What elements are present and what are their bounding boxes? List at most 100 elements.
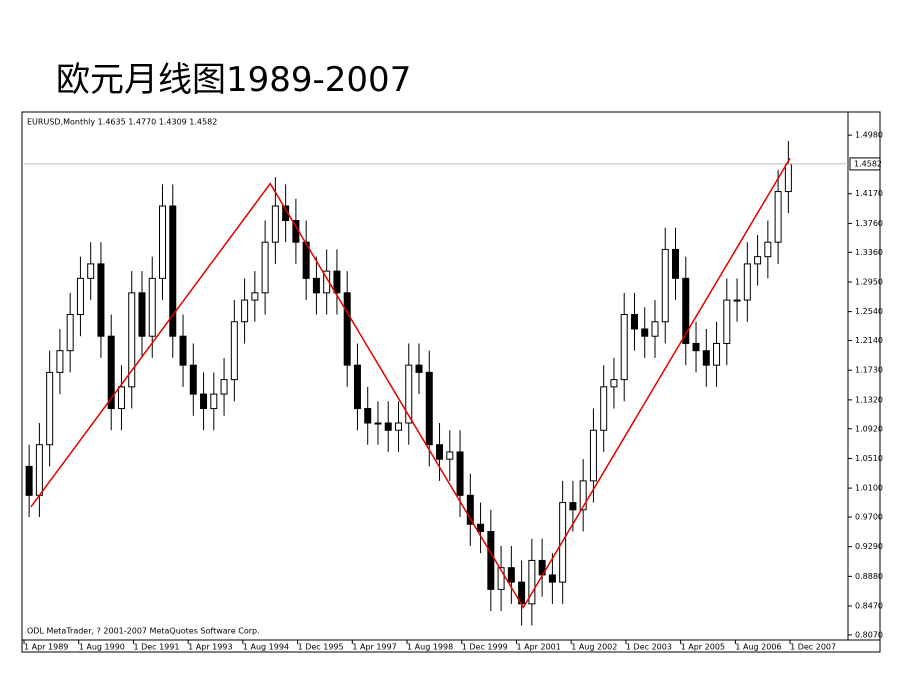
candle-body xyxy=(466,494,474,525)
candle-body xyxy=(600,386,608,431)
candle-body xyxy=(394,422,402,431)
candle-body xyxy=(384,422,392,431)
candle-body xyxy=(456,451,464,496)
candle-body xyxy=(179,335,187,366)
candle-body xyxy=(241,299,249,323)
y-tick-label: 1.2140 xyxy=(855,336,883,345)
trend-line xyxy=(30,157,791,609)
y-tick-label: 1.0510 xyxy=(855,454,883,463)
y-tick-label: 0.8070 xyxy=(855,630,883,639)
candle-body xyxy=(528,559,536,605)
candle-body xyxy=(353,364,361,410)
candle-body xyxy=(672,248,680,279)
candle-body xyxy=(251,292,259,301)
candle-body xyxy=(497,567,505,590)
candle-body xyxy=(774,191,782,243)
y-tick-label: 1.1320 xyxy=(855,395,883,404)
candle-body xyxy=(641,328,649,337)
chart-frame xyxy=(21,111,881,653)
x-tick-label: 1 Dec 1991 xyxy=(133,643,179,652)
candle-body xyxy=(220,379,228,395)
x-tick-label: 1 Dec 1999 xyxy=(462,643,508,652)
y-tick-label: 0.9700 xyxy=(855,513,883,522)
candle-body xyxy=(425,371,433,446)
candle-body xyxy=(169,205,177,337)
chart-header: EURUSD,Monthly 1.4635 1.4770 1.4309 1.45… xyxy=(27,118,217,127)
candle-body xyxy=(784,163,792,193)
candle-body xyxy=(477,523,485,533)
candle-body xyxy=(764,241,772,258)
candle-body xyxy=(35,444,43,496)
candle-body xyxy=(692,342,700,352)
x-tick-label: 1 Aug 2002 xyxy=(571,643,617,652)
candle-body xyxy=(487,531,495,590)
candle-body xyxy=(610,379,618,388)
candle-body xyxy=(569,502,577,511)
candle-body xyxy=(76,277,84,316)
candle-body xyxy=(661,248,669,323)
candle-body xyxy=(87,263,95,279)
candle-body xyxy=(25,465,33,496)
x-tick-label: 1 Apr 1993 xyxy=(188,643,232,652)
candle-body xyxy=(97,263,105,337)
candle-body xyxy=(733,299,741,302)
x-tick-label: 1 Apr 2001 xyxy=(516,643,560,652)
candle-body xyxy=(128,292,136,388)
candle-body xyxy=(343,292,351,366)
current-price-label: 1.4582 xyxy=(854,159,882,168)
y-tick-label: 1.2540 xyxy=(855,307,883,316)
candle-body xyxy=(138,292,146,337)
candle-body xyxy=(261,241,269,294)
y-tick-label: 1.2950 xyxy=(855,277,883,286)
candle-body xyxy=(333,270,341,294)
x-tick-label: 1 Aug 1998 xyxy=(407,643,453,652)
x-tick-label: 1 Aug 1990 xyxy=(79,643,125,652)
candle-body xyxy=(374,422,382,425)
x-tick-label: 1 Dec 2007 xyxy=(790,643,836,652)
candle-body xyxy=(210,393,218,410)
candle-body xyxy=(107,335,115,410)
x-tick-label: 1 Apr 1997 xyxy=(352,643,396,652)
y-tick-label: 1.4980 xyxy=(855,131,883,140)
candle-body xyxy=(312,277,320,294)
x-tick-label: 1 Apr 2005 xyxy=(681,643,725,652)
candle-body xyxy=(620,314,628,381)
candle-body xyxy=(436,444,444,460)
x-tick-label: 1 Aug 2006 xyxy=(735,643,781,652)
candle-body xyxy=(46,371,54,446)
y-tick-label: 1.1730 xyxy=(855,366,883,375)
y-tick-label: 1.3760 xyxy=(855,219,883,228)
y-tick-label: 0.9290 xyxy=(855,542,883,551)
candle-body xyxy=(230,321,238,381)
candle-body xyxy=(713,342,721,366)
candle-body xyxy=(56,350,64,373)
y-tick-label: 0.8470 xyxy=(855,602,883,611)
candle-body xyxy=(405,364,413,424)
candle-body xyxy=(651,321,659,337)
y-tick-label: 1.3360 xyxy=(855,248,883,257)
candle-body xyxy=(579,480,587,511)
candle-body xyxy=(630,314,638,330)
candle-body xyxy=(682,277,690,344)
x-tick-label: 1 Apr 1989 xyxy=(24,643,68,652)
x-tick-label: 1 Aug 1994 xyxy=(243,643,289,652)
candle-body xyxy=(189,364,197,395)
candle-body xyxy=(148,277,156,337)
candle-body xyxy=(589,429,597,482)
candle-body xyxy=(200,393,208,410)
slide-title: 欧元月线图1989-2007 xyxy=(56,60,412,100)
candle-body xyxy=(507,567,515,583)
x-tick-label: 1 Dec 2003 xyxy=(626,643,672,652)
candle-body xyxy=(743,263,751,301)
candle-body xyxy=(364,408,372,424)
candle-body xyxy=(754,256,762,265)
y-tick-label: 0.8880 xyxy=(855,572,883,581)
candle-body xyxy=(702,350,710,366)
candle-body xyxy=(723,299,731,344)
y-tick-label: 1.4170 xyxy=(855,189,883,198)
candle-body xyxy=(446,451,454,460)
candle-body xyxy=(415,364,423,373)
candle-body xyxy=(271,205,279,243)
